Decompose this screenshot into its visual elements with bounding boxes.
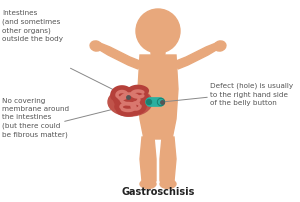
Text: Gastroschisis: Gastroschisis <box>121 186 195 196</box>
Ellipse shape <box>140 180 156 188</box>
Polygon shape <box>138 56 178 139</box>
Ellipse shape <box>151 49 165 59</box>
Ellipse shape <box>108 88 152 116</box>
Circle shape <box>158 99 164 106</box>
Polygon shape <box>160 137 176 184</box>
Ellipse shape <box>90 42 102 52</box>
Circle shape <box>136 10 180 54</box>
Circle shape <box>158 100 164 105</box>
Polygon shape <box>98 44 140 70</box>
Ellipse shape <box>160 180 176 188</box>
Ellipse shape <box>214 42 226 52</box>
Circle shape <box>146 100 152 105</box>
Text: Defect (hole) is usually
to the right hand side
of the belly button: Defect (hole) is usually to the right ha… <box>210 83 293 105</box>
Polygon shape <box>140 137 156 184</box>
Text: No covering
membrane around
the intestines
(but there could
be fibrous matter): No covering membrane around the intestin… <box>2 98 69 137</box>
Polygon shape <box>176 44 218 70</box>
Text: Intestines
(and sometimes
other organs)
outside the body: Intestines (and sometimes other organs) … <box>2 10 63 42</box>
